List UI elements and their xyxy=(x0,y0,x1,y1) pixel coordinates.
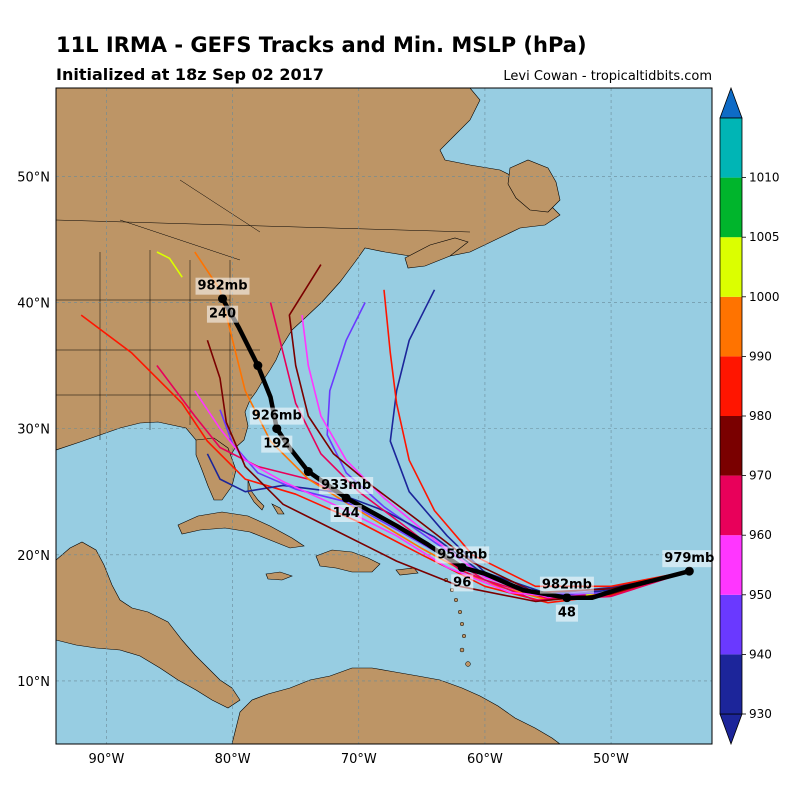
hour-label-box xyxy=(451,574,474,592)
mean-track-point xyxy=(684,566,694,576)
lon-tick-label: 70°W xyxy=(341,752,377,767)
lat-tick-label: 40°N xyxy=(17,296,50,311)
mslp-label-group: 982mb xyxy=(539,576,594,594)
hour-label-box xyxy=(261,435,293,453)
mslp-label-group: 933mb xyxy=(319,477,374,494)
colorbar-segment xyxy=(720,237,742,297)
state-boundaries xyxy=(56,179,471,440)
colorbar-label: 930 xyxy=(749,707,772,721)
mean-track-point xyxy=(218,294,228,304)
hour-label-group: 96 xyxy=(451,574,474,592)
colorbar-label: 960 xyxy=(749,528,772,542)
colorbar-label: 970 xyxy=(749,469,772,483)
mean-track-line xyxy=(220,297,690,600)
chart-subtitle: Initialized at 18z Sep 02 2017 xyxy=(56,65,324,84)
colorbar-label: 940 xyxy=(749,647,772,661)
track-annotations: 979mb 982mb 48 958mb 96 933mb 144 926mb 192 982mb… xyxy=(195,277,717,622)
hour-label-box xyxy=(330,505,362,522)
mslp-label-box xyxy=(195,277,250,295)
mslp-label-box xyxy=(249,407,304,425)
colorbar-under-triangle xyxy=(719,713,743,746)
lon-tick-label: 80°W xyxy=(215,752,251,767)
lon-tick-label: 50°W xyxy=(593,752,629,767)
land-puerto-rico xyxy=(395,567,419,576)
colorbar-segment xyxy=(720,535,742,595)
lat-tick-label: 30°N xyxy=(17,423,50,438)
mean-track-point xyxy=(272,424,282,434)
land-bahamas xyxy=(247,479,285,515)
mslp-label-box xyxy=(662,550,717,568)
mean-track xyxy=(218,294,694,603)
map-frame xyxy=(55,87,713,745)
hour-label-box xyxy=(555,604,578,622)
hour-label-group: 240 xyxy=(206,305,239,323)
mean-track-point xyxy=(253,361,263,371)
lat-tick-label: 10°N xyxy=(17,675,50,690)
land-south-america xyxy=(231,667,561,744)
lat-tick-label: 20°N xyxy=(17,549,50,564)
colorbar-segment xyxy=(720,356,742,416)
gridlines xyxy=(56,88,712,744)
mslp-label-box xyxy=(435,546,490,564)
mslp-label-group: 982mb xyxy=(195,277,250,295)
land-mexico-central-america xyxy=(56,541,241,709)
mslp-label-group: 958mb xyxy=(435,546,490,564)
mslp-label: 979mb xyxy=(664,551,714,566)
colorbar-label: 1000 xyxy=(749,290,780,304)
member-track-line xyxy=(219,409,690,596)
colorbar-segment xyxy=(720,416,742,476)
colorbar-segment xyxy=(720,296,742,357)
mslp-label: 958mb xyxy=(437,547,487,562)
hour-label-group: 48 xyxy=(555,604,578,622)
lon-tick-label: 90°W xyxy=(89,752,125,767)
mslp-label: 982mb xyxy=(542,578,592,593)
chart-title: 11L IRMA - GEFS Tracks and Min. MSLP (hP… xyxy=(56,33,587,57)
mean-track-point xyxy=(562,593,572,603)
forecast-hour-label: 192 xyxy=(263,437,290,452)
colorbar-segment xyxy=(720,177,742,238)
forecast-hour-label: 96 xyxy=(453,575,471,590)
forecast-hour-label: 240 xyxy=(209,307,236,322)
lat-tick-label: 50°N xyxy=(17,170,50,185)
hour-label-group: 144 xyxy=(330,505,362,522)
forecast-hour-label: 144 xyxy=(333,506,360,521)
colorbar-label: 990 xyxy=(749,349,772,363)
forecast-hour-label: 48 xyxy=(558,606,576,621)
axis-labels: 90°W 80°W 70°W 60°W 50°W 10°N 20°N 30°N 40°N 50°N xyxy=(17,170,629,767)
mean-track-point xyxy=(457,562,467,572)
mslp-label: 926mb xyxy=(252,409,302,424)
land-nova-scotia xyxy=(404,237,469,269)
land-hispaniola xyxy=(315,549,381,573)
mslp-label: 982mb xyxy=(198,279,248,294)
land-jamaica xyxy=(265,571,293,581)
colorbar-segment xyxy=(720,594,742,655)
hour-label-group: 192 xyxy=(261,435,293,453)
land-cuba xyxy=(177,511,305,549)
colorbar-segment xyxy=(720,118,742,178)
colorbar-segment xyxy=(720,654,742,714)
mslp-label-box xyxy=(319,477,374,494)
mslp-label: 933mb xyxy=(321,478,371,493)
colorbar-segment xyxy=(720,475,742,536)
colorbar-label: 1010 xyxy=(749,171,780,185)
mean-track-point xyxy=(341,493,351,503)
colorbar-label: 950 xyxy=(749,588,772,602)
land-florida xyxy=(195,437,237,501)
credit-text: Levi Cowan - tropicaltidbits.com xyxy=(503,69,712,84)
colorbar: 930 940 950 960 970 980 990 1000 1005 1010 xyxy=(719,86,780,746)
mslp-label-group: 979mb xyxy=(662,550,717,568)
member-track-line xyxy=(80,314,690,604)
colorbar-label: 980 xyxy=(749,409,772,423)
mean-track-point xyxy=(303,467,313,477)
mslp-label-group: 926mb xyxy=(249,407,304,425)
member-track-line xyxy=(301,315,690,599)
colorbar-over-triangle xyxy=(719,86,743,119)
member-track-line xyxy=(156,251,183,278)
lon-tick-label: 60°W xyxy=(467,752,503,767)
mslp-label-box xyxy=(539,576,594,594)
land-newfoundland xyxy=(507,159,561,213)
hour-label-box xyxy=(206,305,239,323)
colorbar-label: 1005 xyxy=(749,230,780,244)
